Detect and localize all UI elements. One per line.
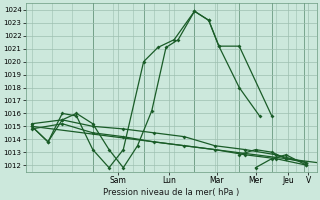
X-axis label: Pression niveau de la mer( hPa ): Pression niveau de la mer( hPa ) bbox=[103, 188, 239, 197]
